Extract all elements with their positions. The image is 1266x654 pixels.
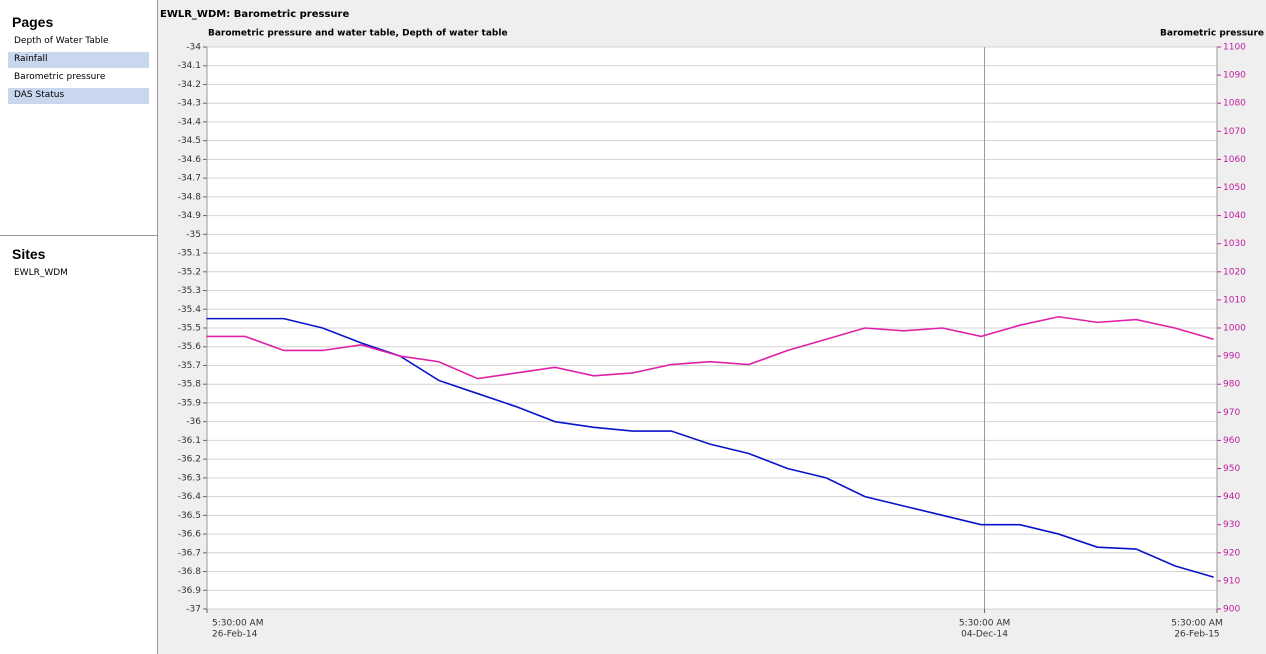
y-tick-label: -35.4 [178,305,202,315]
y-tick-label: -34.6 [178,155,202,165]
y2-tick-label: 1090 [1223,71,1246,81]
y2-tick-label: 1000 [1223,324,1246,334]
pages-title: Pages [12,14,54,30]
y2-tick-label: 920 [1223,548,1240,558]
series-line [206,315,1214,380]
y2-tick-label: 1020 [1223,267,1246,277]
y-tick-label: -36.3 [178,473,201,483]
y2-tick-label: 900 [1223,605,1240,615]
page-item[interactable]: DAS Status [8,88,149,104]
window-title: EWLR_WDM: Barometric pressure [160,9,349,20]
sidebar: Pages Depth of Water Table Rainfall Barome… [0,0,158,654]
y2-tick-label: 1060 [1223,155,1246,165]
page-item[interactable]: Rainfall [8,52,149,68]
y-tick-label: -35.3 [178,286,201,296]
y-tick-label: -36.4 [178,492,202,502]
y-tick-label: -34.2 [178,80,201,90]
y2-tick-label: 910 [1223,576,1240,586]
y-tick-label: -36.7 [178,548,201,558]
series-line [206,317,1214,578]
y2-tick-label: 970 [1223,408,1240,418]
y-tick-label: -34.3 [178,99,201,109]
y2-tick-label: 1050 [1223,183,1246,193]
y-tick-label: -34.9 [178,211,202,221]
y-tick-label: -35.7 [178,361,201,371]
y-tick-label: -35 [186,230,201,240]
y2-tick-label: 930 [1223,520,1240,530]
y-tick-label: -36.8 [178,567,202,577]
y-tick-label: -35.5 [178,324,201,334]
y2-tick-label: 940 [1223,492,1240,502]
y2-tick-label: 1070 [1223,127,1246,137]
page-item[interactable]: Depth of Water Table [14,36,109,46]
y-tick-label: -34.1 [178,61,201,71]
x-tick-label: 5:30:00 AM [212,619,263,629]
y2-tick-label: 1100 [1223,43,1246,53]
x-tick-label: 26-Feb-14 [212,630,258,640]
pages-list: Depth of Water Table Rainfall Barometric p… [0,34,157,104]
y-tick-label: -36.9 [178,586,202,596]
y2-tick-label: 990 [1223,352,1240,362]
page-item[interactable]: Barometric pressure [14,72,106,82]
y-tick-label: -35.9 [178,398,202,408]
y-tick-label: -36.5 [178,511,201,521]
chart: EWLR_WDM: Barometric pressure Barometric… [158,0,1266,654]
x-tick-label: 26-Feb-15 [1174,630,1219,640]
y-tick-label: -36.1 [178,436,201,446]
y-tick-label: -34.7 [178,174,201,184]
y-tick-label: -36.2 [178,455,201,465]
y-tick-label: -34.5 [178,136,201,146]
y-tick-label: -37 [186,605,201,615]
y2-tick-label: 950 [1223,464,1240,474]
y-tick-label: -34.4 [178,117,202,127]
y-tick-label: -35.6 [178,342,202,352]
y-tick-label: -36 [186,417,201,427]
y2-tick-label: 980 [1223,380,1240,390]
sites-panel: Sites EWLR_WDM [0,235,157,284]
y2-tick-label: 960 [1223,436,1240,446]
y-tick-label: -34 [186,43,201,53]
sites-title: Sites [12,246,46,262]
y-tick-label: -35.8 [178,380,202,390]
y2-tick-label: 1040 [1223,211,1246,221]
y-tick-label: -35.1 [178,249,201,259]
y-tick-label: -34.8 [178,192,202,202]
x-tick-label: 5:30:00 AM [959,619,1010,629]
chart-title: Barometric pressure and water table, Dep… [208,29,508,39]
y2-tick-label: 1030 [1223,239,1246,249]
y2-axis-title: Barometric pressure [1160,29,1264,39]
site-item[interactable]: EWLR_WDM [14,268,68,278]
y-tick-label: -36.6 [178,530,202,540]
y-tick-label: -35.2 [178,267,201,277]
y2-tick-label: 1010 [1223,295,1246,305]
sites-list: EWLR_WDM [0,266,157,282]
x-tick-label: 5:30:00 AM [1171,619,1222,629]
y2-tick-label: 1080 [1223,99,1246,109]
x-tick-label: 04-Dec-14 [961,630,1008,640]
